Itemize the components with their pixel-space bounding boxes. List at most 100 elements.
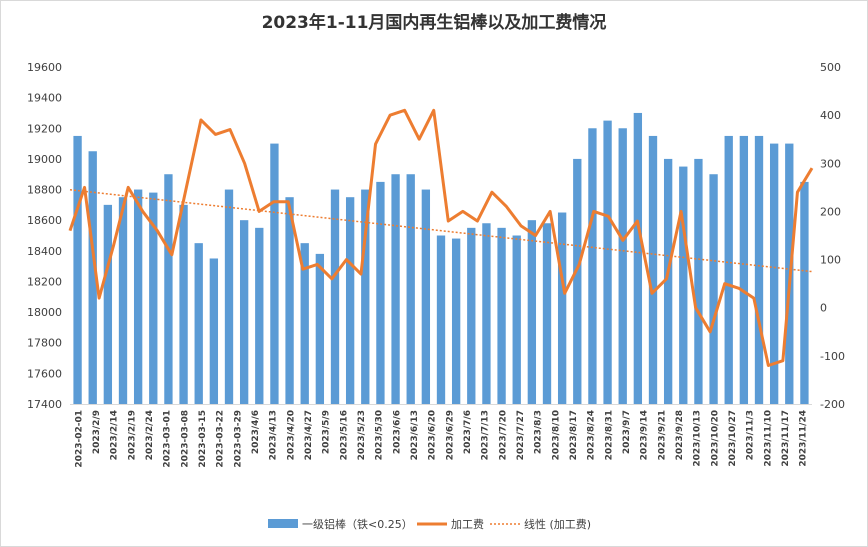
x-tick-label: 2023/2/14: [110, 410, 120, 460]
bar: [709, 174, 718, 404]
y-right-tick-label: 400: [820, 109, 841, 122]
y-left-tick-label: 17800: [27, 337, 62, 350]
bar: [512, 235, 521, 404]
bar: [270, 143, 279, 404]
bar: [497, 227, 506, 404]
bar: [618, 128, 627, 404]
x-tick-label: 2023/10/20: [710, 410, 720, 467]
x-tick-label: 2023/11/3: [746, 410, 756, 460]
bar: [209, 258, 219, 404]
bar: [179, 204, 188, 404]
y-right-tick-label: -200: [820, 398, 845, 411]
processing-fee-line: [68, 108, 814, 367]
x-tick-label: 2023-02-01: [74, 410, 84, 468]
x-tick-label: 2023-03-01: [163, 410, 173, 468]
bar: [300, 243, 309, 404]
bar: [164, 174, 173, 404]
bar: [648, 135, 658, 404]
legend-label-trend: 线性 (加工费): [524, 517, 591, 531]
x-tick-label: 2023/5/23: [357, 410, 367, 460]
bar-series: [73, 112, 809, 405]
bar: [800, 181, 809, 404]
bar: [769, 143, 779, 404]
x-tick-label: 2023/8/3: [534, 410, 544, 454]
y-right-tick-label: 200: [820, 205, 841, 218]
chart-title: 2023年1-11月国内再生铝棒以及加工费情况: [262, 12, 607, 33]
x-tick-label: 2023/5/16: [339, 410, 349, 460]
x-tick-label: 2023/7/6: [463, 410, 473, 454]
x-axis: 2023-02-01 2023/2/9 2023/2/14 2023/2/19 2023…: [70, 404, 812, 468]
bar: [103, 204, 113, 404]
x-tick-label: 2023/9/14: [640, 410, 650, 460]
trendline-series: [69, 189, 813, 273]
x-tick-label: 2023/2/24: [145, 410, 155, 460]
x-tick-label: 2023/9/7: [622, 410, 632, 454]
x-tick-label: 2023/7/20: [498, 410, 508, 460]
y-left-tick-label: 17600: [27, 367, 62, 380]
x-tick-label: 2023/4/6: [251, 410, 261, 454]
bar: [603, 120, 612, 405]
x-tick-label: 2023/7/27: [516, 410, 526, 460]
x-tick-label: 2023-03-29: [233, 410, 243, 468]
bar: [118, 197, 128, 404]
bar: [451, 238, 461, 404]
bar: [557, 212, 567, 404]
bar: [663, 158, 673, 404]
bar: [376, 181, 385, 404]
y-left-tick-label: 19200: [27, 122, 62, 135]
bar: [406, 174, 415, 404]
bar: [330, 189, 340, 404]
x-tick-label: 2023/5/9: [322, 410, 332, 454]
y-left-tick-label: 19600: [27, 61, 62, 74]
x-tick-label: 2023-03-08: [180, 410, 190, 468]
bar: [739, 135, 749, 404]
x-tick-label: 2023-03-15: [198, 410, 208, 468]
x-tick-label: 2023/2/9: [92, 410, 102, 454]
x-tick-label: 2023/6/13: [410, 410, 420, 460]
x-tick-label: 2023/8/10: [551, 410, 561, 460]
x-tick-label: 2023-03-22: [216, 410, 226, 468]
legend-swatch-bar: [268, 519, 298, 528]
x-tick-label: 2023/11/10: [763, 410, 773, 467]
x-tick-label: 2023/6/29: [445, 410, 455, 460]
x-tick-label: 2023/4/20: [286, 410, 296, 460]
x-tick-label: 2023/4/13: [269, 410, 279, 460]
bar: [527, 220, 537, 404]
y-left-tick-label: 18000: [27, 306, 62, 319]
bar: [149, 192, 158, 404]
bar: [194, 243, 203, 404]
bar: [694, 158, 703, 404]
x-tick-label: 2023/7/13: [481, 410, 491, 460]
x-tick-label: 2023/6/20: [428, 410, 438, 460]
y-left-tick-label: 18400: [27, 245, 62, 258]
bar: [361, 189, 370, 404]
x-tick-label: 2023/2/19: [127, 410, 137, 460]
x-tick-label: 2023/9/21: [657, 410, 667, 460]
x-tick-label: 2023/8/17: [569, 410, 579, 460]
bar: [679, 166, 688, 404]
legend-label-bar: 一级铝棒（铁<0.25）: [302, 517, 413, 531]
y-right-tick-label: 500: [820, 61, 841, 74]
bar: [239, 220, 249, 404]
y-left-tick-label: 19000: [27, 153, 62, 166]
bar: [345, 197, 355, 404]
y-right-tick-label: 300: [820, 157, 841, 170]
x-tick-label: 2023/8/31: [604, 410, 614, 460]
bar: [255, 227, 264, 404]
right-axis: -200 -100 0 100 200 300 400 500: [820, 61, 845, 411]
x-tick-label: 2023/4/27: [304, 410, 314, 460]
y-right-tick-label: -100: [820, 350, 845, 363]
y-right-tick-label: 100: [820, 254, 841, 267]
bar: [133, 189, 143, 404]
bar: [315, 253, 325, 404]
bar: [436, 235, 446, 404]
bar: [73, 135, 82, 404]
bar: [573, 158, 582, 404]
legend: 一级铝棒（铁<0.25） 加工费 线性 (加工费): [268, 517, 591, 531]
trendline: [69, 189, 813, 273]
bar: [285, 197, 294, 404]
y-left-tick-label: 18600: [27, 214, 62, 227]
